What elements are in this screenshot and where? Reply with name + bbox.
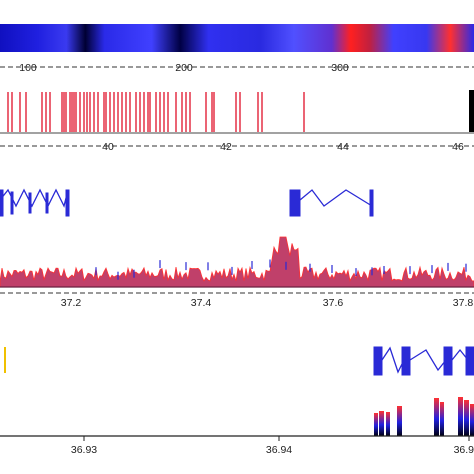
- heatmap-tick-label: 100: [19, 62, 37, 74]
- snp-bar-group: [7, 92, 305, 132]
- snp-tick-label: 44: [337, 141, 349, 153]
- snp-end-bar: [469, 90, 474, 132]
- gene-model-zoom: [373, 346, 474, 376]
- snp-tick-label: 46: [452, 141, 464, 153]
- zoom-tick-label: 36.9: [454, 444, 474, 456]
- snp-tick-track: 40 42 44 46: [0, 90, 474, 153]
- heatmap-track: 100 200 300: [0, 24, 474, 74]
- zoom-detail-track: 36.93 36.94 36.9: [0, 346, 474, 456]
- feature-marker: [4, 347, 6, 373]
- coverage-tick-label: 37.2: [61, 297, 82, 309]
- gene-model-right: [289, 189, 374, 217]
- coverage-blue-spikes: [95, 259, 467, 280]
- zoom-tick-label: 36.93: [71, 444, 97, 456]
- heatmap-tick-label: 200: [175, 62, 193, 74]
- heatmap-strip: [0, 24, 474, 52]
- gene-model-track: [0, 188, 374, 217]
- coverage-tick-label: 37.4: [191, 297, 212, 309]
- zoom-tick-label: 36.94: [266, 444, 292, 456]
- peak-bars: [374, 397, 474, 436]
- coverage-tick-label: 37.6: [323, 297, 344, 309]
- coverage-area: [0, 236, 474, 288]
- snp-tick-label: 42: [220, 141, 232, 153]
- coverage-tick-label: 37.8: [453, 297, 474, 309]
- gene-model-left: [0, 188, 70, 217]
- coverage-track: 37.2 37.4 37.6 37.8: [0, 236, 474, 309]
- snp-tick-label: 40: [102, 141, 114, 153]
- heatmap-tick-label: 300: [331, 62, 349, 74]
